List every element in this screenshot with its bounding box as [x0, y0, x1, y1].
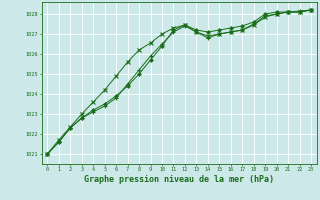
X-axis label: Graphe pression niveau de la mer (hPa): Graphe pression niveau de la mer (hPa): [84, 175, 274, 184]
